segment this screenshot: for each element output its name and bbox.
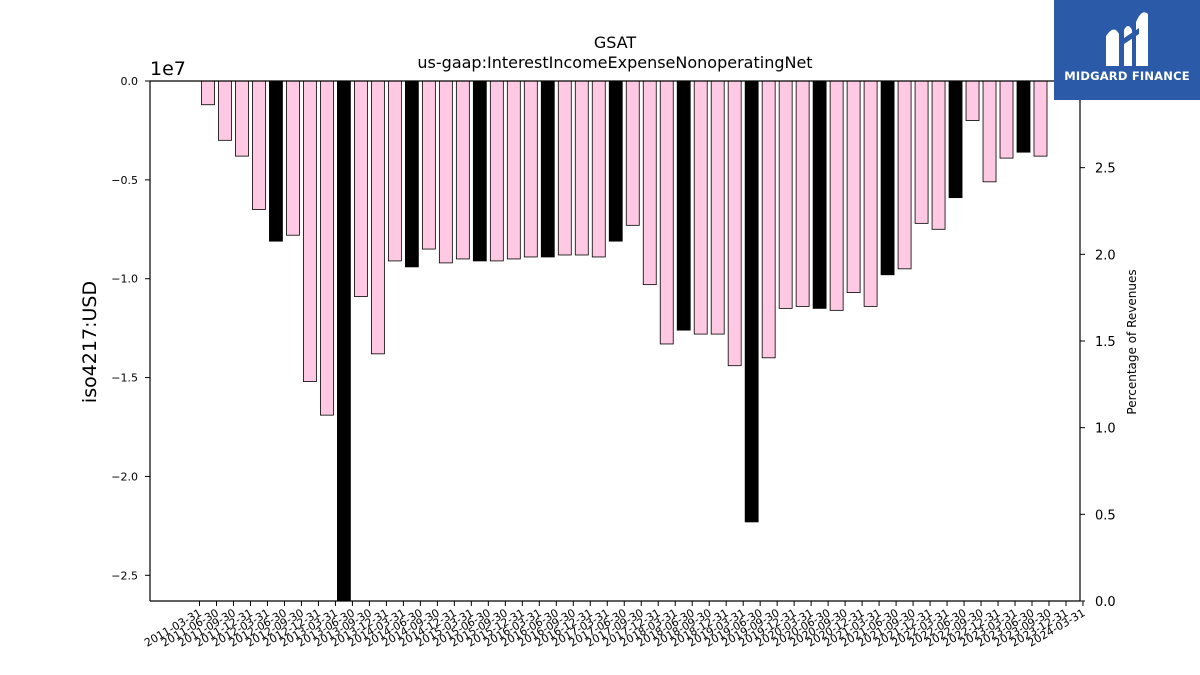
bar xyxy=(744,80,759,523)
y2-axis-label: Percentage of Revenues xyxy=(1125,269,1139,414)
y2-tick-label: 1.5 xyxy=(1095,335,1116,350)
bar xyxy=(982,80,997,183)
bar xyxy=(286,80,300,236)
bar xyxy=(269,80,283,242)
bar xyxy=(557,80,572,256)
bar xyxy=(574,80,589,256)
bar xyxy=(523,80,538,258)
logo-mark-icon xyxy=(1106,12,1148,66)
bar xyxy=(761,80,776,359)
bar xyxy=(778,80,793,309)
y-tick-label: −1.5 xyxy=(111,372,138,385)
bar xyxy=(914,80,929,224)
bar xyxy=(659,80,674,345)
bar xyxy=(948,80,963,199)
bar xyxy=(710,80,725,335)
bar xyxy=(303,80,317,382)
bar xyxy=(829,80,844,311)
y-tick-label: −2.0 xyxy=(111,470,138,483)
bar xyxy=(218,80,232,141)
bar xyxy=(455,80,470,260)
bar xyxy=(404,80,419,268)
bar xyxy=(795,80,810,307)
bar xyxy=(235,80,249,157)
y2-tick-label: 2.0 xyxy=(1095,248,1116,263)
bar xyxy=(693,80,708,335)
bar xyxy=(727,80,742,367)
y2-tick-label: 1.0 xyxy=(1095,422,1116,437)
bar xyxy=(387,80,402,262)
bar xyxy=(370,80,385,355)
y2-tick-label: 0.0 xyxy=(1095,595,1116,610)
bar xyxy=(353,80,368,297)
bar xyxy=(201,80,215,106)
y-tick-label: −2.5 xyxy=(111,569,138,582)
bar xyxy=(863,80,878,307)
bar xyxy=(472,80,487,262)
y-tick-label: −0.5 xyxy=(111,174,138,187)
bar xyxy=(1033,80,1048,157)
bars-layer xyxy=(201,80,1048,602)
bar xyxy=(438,80,453,264)
bar xyxy=(625,80,640,226)
chart-subtitle: us-gaap:InterestIncomeExpenseNonoperatin… xyxy=(417,53,812,72)
bar xyxy=(880,80,895,276)
bar xyxy=(337,80,351,602)
y2-tick-label: 0.5 xyxy=(1095,508,1116,523)
bar xyxy=(540,80,555,258)
bar xyxy=(999,80,1014,159)
y-tick-label: 0.0 xyxy=(121,75,139,88)
bar xyxy=(489,80,504,262)
bar xyxy=(642,80,657,286)
y-tick-label: −1.0 xyxy=(111,273,138,286)
y2-tick-label: 2.5 xyxy=(1095,162,1116,177)
bar xyxy=(676,80,691,331)
logo-text: MIDGARD FINANCE xyxy=(1064,69,1190,83)
bar xyxy=(931,80,946,230)
bar xyxy=(1016,80,1031,153)
bar xyxy=(846,80,861,293)
bar xyxy=(252,80,266,210)
bar xyxy=(897,80,912,270)
bar xyxy=(506,80,521,260)
bar xyxy=(591,80,606,258)
chart-title: GSAT xyxy=(594,33,637,52)
brand-logo: MIDGARD FINANCE xyxy=(1054,0,1200,100)
bar xyxy=(320,80,334,416)
bar xyxy=(965,80,980,121)
bar xyxy=(421,80,436,250)
y-offset-label: 1e7 xyxy=(150,58,186,80)
y-axis-label: iso4217:USD xyxy=(79,281,101,403)
bar xyxy=(608,80,623,242)
bar xyxy=(812,80,827,309)
